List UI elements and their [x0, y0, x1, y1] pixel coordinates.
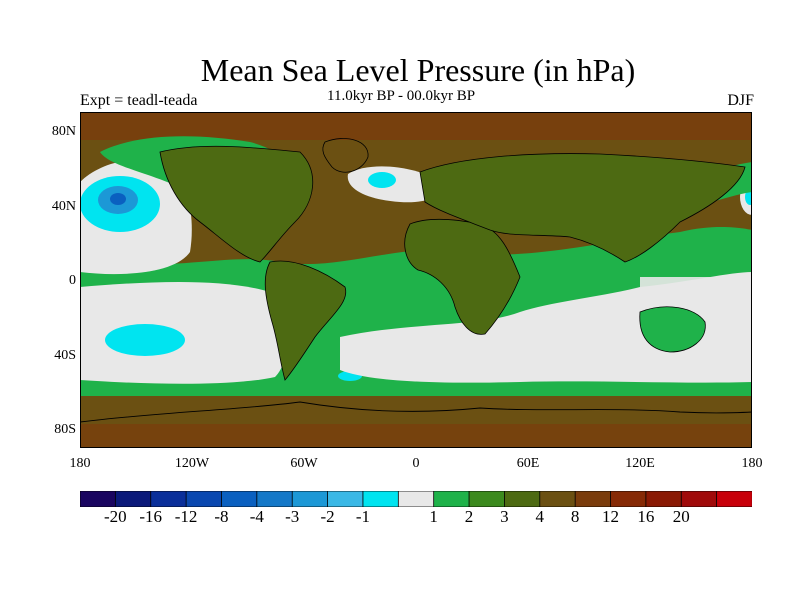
antarctica-coast [80, 401, 752, 423]
lat-tick-40n: 40N [51, 199, 76, 214]
colorbar-swatch [256, 491, 293, 507]
colorbar-swatch [327, 491, 364, 507]
map-frame [80, 112, 752, 448]
arctic-band [80, 112, 752, 140]
colorbar-swatch [433, 491, 470, 507]
colorbar-label: 2 [464, 507, 474, 526]
north-atlantic-cyan [368, 172, 396, 188]
colorbar-label: -2 [320, 507, 335, 526]
lon-tick-60e: 60E [516, 456, 540, 471]
lon-tick-120e: 120E [625, 456, 655, 471]
lat-tick-80s: 80S [54, 422, 76, 437]
colorbar-swatch [185, 491, 223, 507]
colorbar-label: -12 [174, 507, 198, 526]
experiment-label: Expt = teadl-teada [80, 92, 198, 109]
colorbar-swatch [680, 491, 718, 507]
colorbar-swatch [397, 491, 435, 507]
south-america-land [264, 260, 347, 381]
colorbar-label: 16 [637, 507, 655, 526]
lat-tick-40s: 40S [54, 348, 76, 363]
colorbar-label: -16 [139, 507, 163, 526]
colorbar [80, 491, 752, 507]
season-label: DJF [727, 92, 754, 109]
dateline-cyan [745, 189, 752, 205]
colorbar-swatch [539, 491, 576, 507]
map-title: Mean Sea Level Pressure (in hPa) [200, 52, 636, 88]
colorbar-swatch [150, 491, 187, 507]
colorbar-swatch [362, 491, 400, 507]
north-america-land [159, 145, 314, 263]
colorbar-swatch [221, 491, 258, 507]
north-pacific-core [110, 193, 126, 205]
colorbar-swatch [716, 491, 752, 507]
colorbar-swatch [80, 491, 117, 507]
colorbar-label: -3 [285, 507, 300, 526]
australia-land [639, 306, 706, 353]
greenland-land [322, 138, 369, 173]
antarctic-band [80, 424, 752, 448]
colorbar-label: -20 [104, 507, 127, 526]
colorbar-swatch [574, 491, 612, 507]
lon-tick-120w: 120W [174, 456, 210, 471]
colorbar-label: 4 [535, 507, 545, 526]
pressure-map [80, 112, 752, 448]
colorbar-label: 12 [602, 507, 620, 526]
colorbar-label: -1 [355, 507, 371, 526]
south-pacific-grey [80, 282, 290, 384]
colorbar-label: -4 [249, 507, 264, 526]
lon-tick-60w: 60W [290, 456, 318, 471]
lat-tick-80n: 80N [51, 124, 76, 139]
colorbar-swatch [468, 491, 506, 507]
lat-tick-0: 0 [69, 273, 76, 288]
colorbar-swatch [610, 491, 647, 507]
colorbar-swatch [504, 491, 541, 507]
colorbar-label: 20 [672, 507, 690, 526]
colorbar-label: 3 [500, 507, 509, 526]
colorbar-swatch [645, 491, 682, 507]
lon-tick-180e: 180 [741, 456, 763, 471]
colorbar-label: -8 [214, 507, 229, 526]
lon-tick-0: 0 [412, 456, 420, 471]
colorbar-label: 1 [429, 507, 438, 526]
south-pacific-cyan [105, 324, 185, 356]
colorbar-swatch [114, 491, 152, 507]
eurasia-land [419, 153, 746, 263]
colorbar-swatch [291, 491, 329, 507]
map-subtitle: 11.0kyr BP - 00.0kyr BP [327, 88, 476, 104]
colorbar-label: 8 [570, 507, 580, 526]
lon-tick-180w: 180 [69, 456, 91, 471]
